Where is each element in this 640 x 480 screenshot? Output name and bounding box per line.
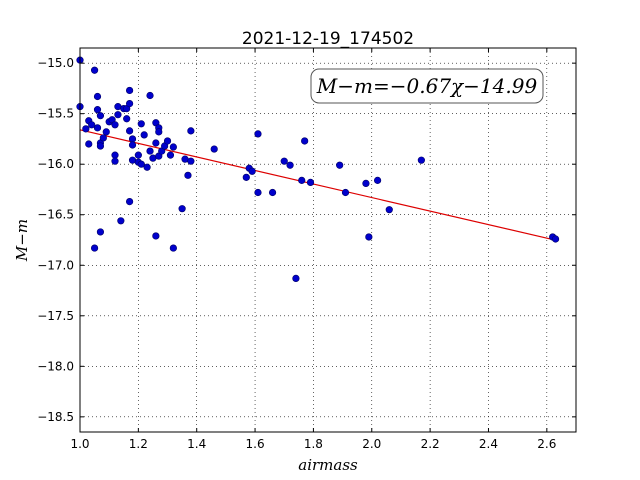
data-point <box>126 99 134 108</box>
data-point <box>96 112 105 120</box>
x-tick-label: 2.4 <box>479 437 498 451</box>
data-point <box>102 128 110 136</box>
grid <box>79 48 576 432</box>
data-point <box>286 161 294 169</box>
data-point <box>111 151 119 159</box>
x-tick-label: 2.2 <box>421 437 440 451</box>
x-tick-label: 1.4 <box>187 437 206 451</box>
data-point <box>152 139 160 147</box>
data-point <box>163 137 172 145</box>
data-point <box>82 125 90 133</box>
data-point <box>123 115 131 123</box>
data-point <box>362 179 370 188</box>
y-tick-label: −15.5 <box>37 107 74 121</box>
data-point <box>111 157 119 165</box>
fit-equation: M−m=−0.67χ−14.99 <box>316 74 538 98</box>
fit-line <box>79 129 556 241</box>
data-point <box>99 134 107 142</box>
data-point <box>169 143 177 151</box>
plot-frame <box>79 47 577 433</box>
data-point <box>551 235 560 243</box>
data-point <box>90 244 99 252</box>
data-point <box>146 91 154 100</box>
data-point <box>93 106 102 114</box>
y-tick-label: −15.0 <box>37 56 74 70</box>
data-point <box>248 167 256 175</box>
data-point <box>85 140 93 148</box>
data-point <box>365 233 373 241</box>
annotation-box: M−m=−0.67χ−14.99 <box>310 68 544 104</box>
data-point <box>187 157 195 165</box>
y-axis-label: M−m <box>13 219 31 262</box>
data-point <box>166 151 175 159</box>
data-point <box>88 121 96 129</box>
data-point <box>93 124 102 132</box>
data-point <box>90 66 99 74</box>
fit-line-group <box>79 129 556 241</box>
data-point <box>96 228 105 236</box>
data-point <box>292 274 300 283</box>
data-point <box>134 151 142 159</box>
data-point <box>301 137 309 145</box>
data-point <box>280 157 288 165</box>
y-tick-label: −16.5 <box>37 208 74 222</box>
data-point <box>152 232 160 240</box>
y-tick-label: −17.5 <box>37 309 74 323</box>
x-tick-label: 1.0 <box>70 437 89 451</box>
chart-title: 2021-12-19_174502 <box>242 29 414 49</box>
x-tick-label: 2.6 <box>537 437 556 451</box>
annotation-frame <box>310 68 544 104</box>
y-tick-label: −18.5 <box>37 410 74 424</box>
data-point <box>155 128 163 136</box>
x-axis-label: airmass <box>298 456 358 474</box>
data-point <box>169 244 177 252</box>
data-point <box>336 161 344 169</box>
data-point <box>114 111 122 119</box>
data-point <box>341 188 350 197</box>
data-point <box>374 176 382 184</box>
data-points <box>76 56 560 283</box>
axis-ticks: 1.0 1.2 1.4 1.6 1.8 2.0 2.2 2.4 2.6 −15.0 −15.5 −16… <box>37 48 576 451</box>
data-point <box>117 217 125 225</box>
data-point <box>96 142 105 150</box>
data-point <box>137 160 145 168</box>
data-point <box>385 206 393 214</box>
data-point <box>210 145 218 153</box>
data-point <box>137 120 145 128</box>
data-point <box>126 86 134 95</box>
data-point <box>268 188 277 197</box>
data-point <box>178 205 186 213</box>
data-point <box>143 163 151 171</box>
data-point <box>254 188 262 197</box>
data-point <box>128 135 137 143</box>
x-tick-label: 1.6 <box>246 437 265 451</box>
data-point <box>126 127 134 135</box>
data-point <box>242 173 250 181</box>
data-point <box>417 156 425 164</box>
data-point <box>93 92 102 101</box>
y-tick-label: −18.0 <box>37 359 74 373</box>
data-point <box>140 131 148 139</box>
data-point <box>184 171 192 179</box>
data-point <box>146 147 154 155</box>
data-point <box>254 130 262 138</box>
data-point <box>187 127 195 135</box>
x-tick-label: 1.2 <box>129 437 148 451</box>
x-tick-label: 2.0 <box>362 437 381 451</box>
data-point <box>111 121 119 129</box>
data-point <box>126 198 134 206</box>
y-tick-label: −17.0 <box>37 258 74 272</box>
data-point <box>298 176 306 184</box>
data-point <box>306 178 315 186</box>
x-tick-label: 1.8 <box>304 437 323 451</box>
y-tick-label: −16.0 <box>37 157 74 171</box>
data-point <box>128 141 137 149</box>
